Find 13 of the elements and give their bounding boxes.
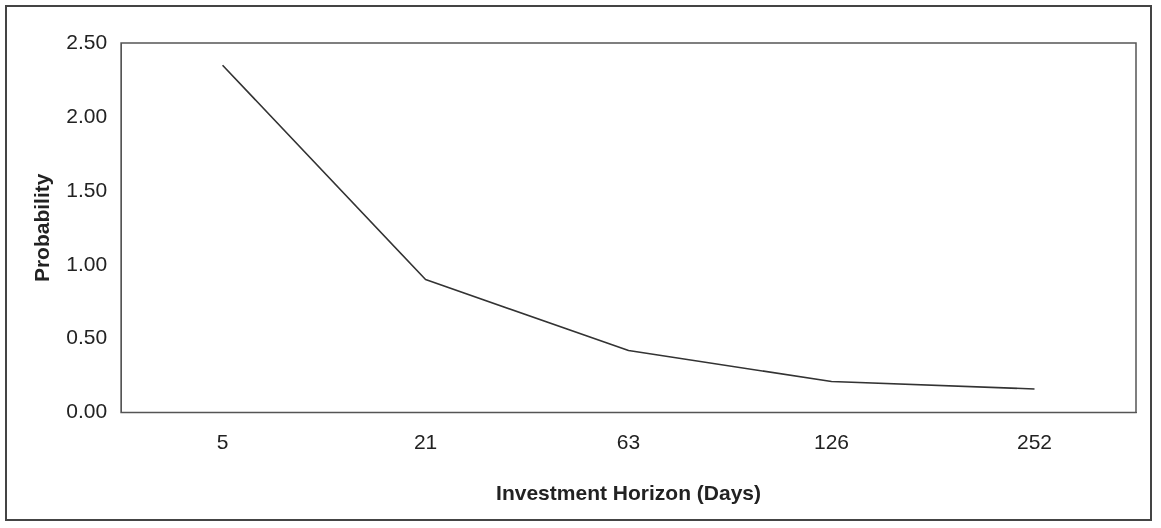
y-tick-label: 0.00 <box>66 399 108 423</box>
y-tick-label: 1.50 <box>66 177 108 201</box>
y-tick-label: 2.50 <box>66 29 108 53</box>
y-tick-label: 1.00 <box>66 251 108 275</box>
x-tick-label: 5 <box>216 430 229 453</box>
y-tick-label: 0.50 <box>66 325 108 349</box>
x-tick-label: 126 <box>814 430 850 453</box>
x-tick-label: 63 <box>616 430 641 453</box>
y-axis-title: Probability <box>30 173 54 283</box>
y-tick-label: 2.00 <box>66 103 108 127</box>
x-tick-label: 252 <box>1016 430 1053 453</box>
x-axis-title: Investment Horizon (Days) <box>496 481 761 505</box>
x-tick-label: 21 <box>413 430 438 453</box>
